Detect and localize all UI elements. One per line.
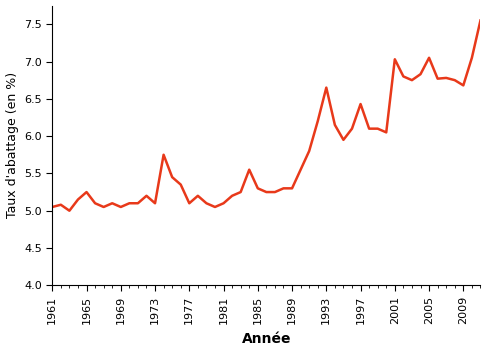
X-axis label: Année: Année: [242, 332, 291, 346]
Y-axis label: Taux d'abattage (en %): Taux d'abattage (en %): [5, 73, 18, 219]
